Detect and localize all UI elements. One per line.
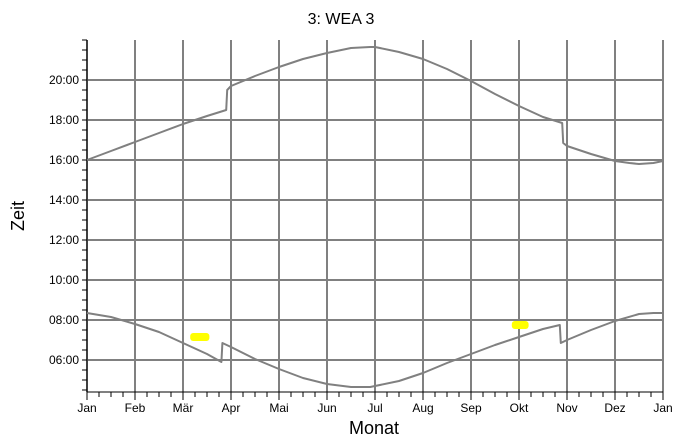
x-tick-label: Okt <box>510 401 529 415</box>
y-tick-label: 06:00 <box>49 353 79 367</box>
x-tick-label: Dez <box>604 401 625 415</box>
grid <box>86 40 664 392</box>
x-tick-label: Jan <box>653 401 672 415</box>
y-tick-label: 14:00 <box>49 193 79 207</box>
y-tick-label: 12:00 <box>49 233 79 247</box>
x-tick-label: Aug <box>412 401 433 415</box>
y-tick-label: 08:00 <box>49 313 79 327</box>
y-tick-label: 18:00 <box>49 113 79 127</box>
highlight-marker-2 <box>511 321 529 329</box>
x-tick-label: Jan <box>77 401 96 415</box>
x-tick-label: Nov <box>556 401 577 415</box>
x-tick-labels: Jan Feb Mär Apr Mai Jun Jul Aug Sep Okt Nov Dez Jan <box>77 401 672 415</box>
y-tick-labels: 06:00 08:00 10:00 12:00 14:00 16:00 18:00 20:00 <box>49 73 79 367</box>
x-axis-label: Monat <box>349 418 399 438</box>
chart-title: 3: WEA 3 <box>308 11 375 28</box>
series-line-2 <box>86 312 663 388</box>
x-tick-label: Jul <box>367 401 382 415</box>
series-line-1 <box>86 46 664 165</box>
series-layer <box>86 46 664 388</box>
x-tick-label: Feb <box>125 401 146 415</box>
x-tick-label: Mai <box>269 401 288 415</box>
y-tick-label: 20:00 <box>49 73 79 87</box>
highlight-layer <box>190 321 529 341</box>
y-tick-label: 16:00 <box>49 153 79 167</box>
y-tick-label: 10:00 <box>49 273 79 287</box>
x-tick-label: Sep <box>460 401 482 415</box>
minor-ticks <box>82 39 664 400</box>
x-tick-label: Apr <box>222 401 241 415</box>
x-tick-label: Jun <box>317 401 336 415</box>
highlight-marker-1 <box>190 333 210 341</box>
y-axis-label: Zeit <box>8 201 28 231</box>
x-tick-label: Mär <box>173 401 194 415</box>
